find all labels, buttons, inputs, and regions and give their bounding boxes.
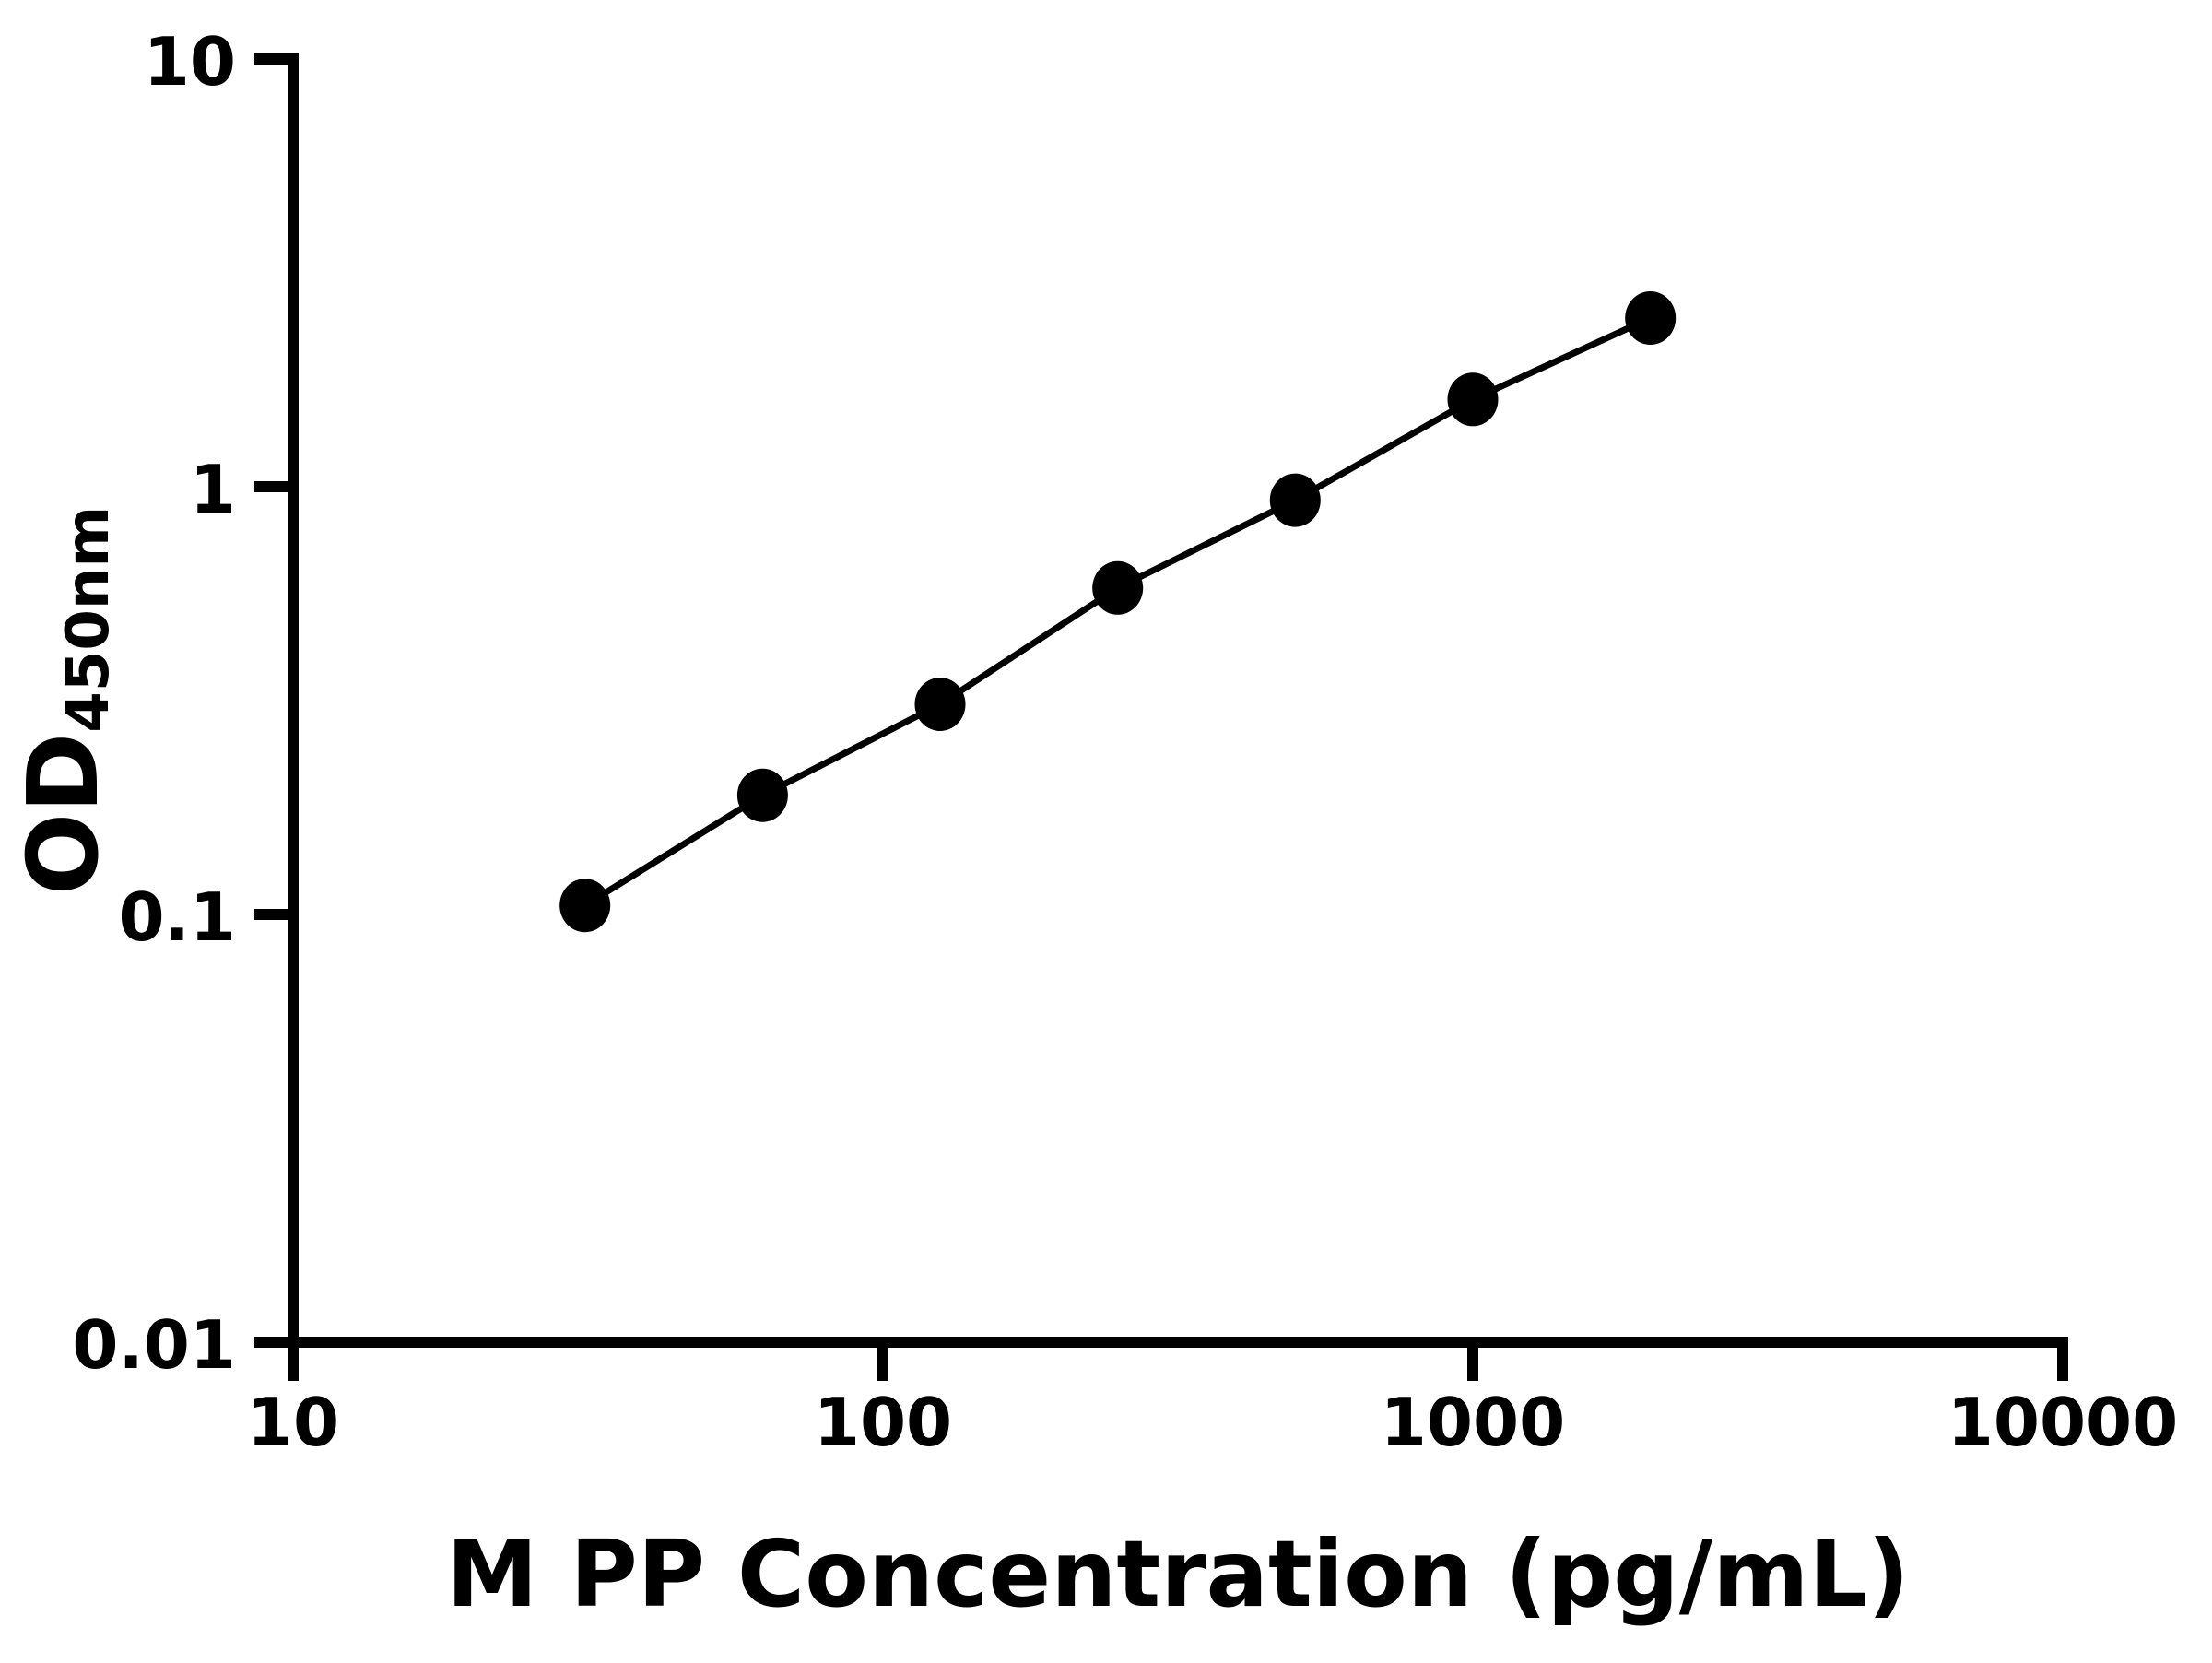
x-axis-ticks: 10 100 1000 10000 <box>247 1342 2178 1461</box>
x-tick-label: 1000 <box>1381 1384 1565 1461</box>
y-tick-label: 10 <box>144 23 236 100</box>
data-point-marker <box>1447 372 1499 427</box>
y-tick-label: 0.1 <box>118 879 236 956</box>
y-axis-ticks: 10 1 0.1 0.01 <box>72 23 293 1384</box>
x-tick-label: 100 <box>814 1384 952 1461</box>
data-point-marker <box>736 768 788 822</box>
data-point-marker <box>914 678 966 731</box>
data-point-marker <box>1092 560 1144 615</box>
data-points <box>559 291 1677 933</box>
y-axis-title-subscript: 450nm <box>54 506 123 733</box>
x-axis-title: M PP Concentration (pg/mL) <box>446 1520 1910 1628</box>
data-point-marker <box>1269 473 1321 527</box>
y-tick-label: 1 <box>190 451 236 528</box>
x-tick-label: 10000 <box>1947 1384 2179 1461</box>
data-point-marker <box>559 879 611 933</box>
y-tick-label: 0.01 <box>72 1306 236 1384</box>
data-point-marker <box>1625 291 1677 345</box>
x-tick-label: 10 <box>247 1384 339 1461</box>
y-axis-title: OD450nm <box>7 506 123 895</box>
y-axis-title-main: OD <box>7 733 120 895</box>
